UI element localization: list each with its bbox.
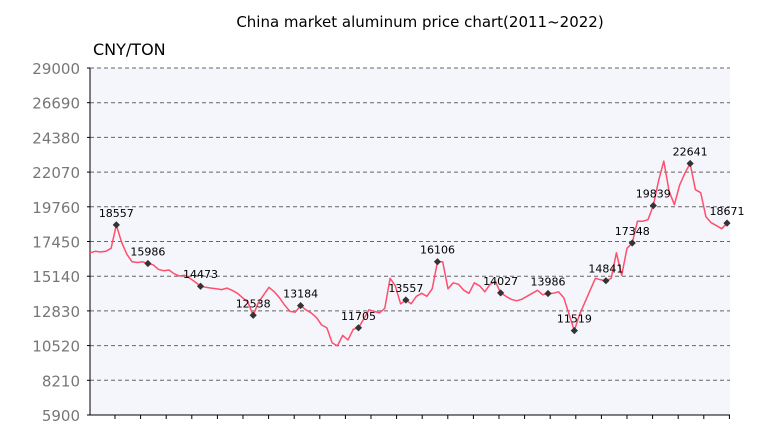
y-tick-label: 8210 xyxy=(42,372,80,390)
y-axis-unit: CNY/TON xyxy=(93,40,166,59)
data-label: 11519 xyxy=(557,313,592,326)
series-group xyxy=(89,160,728,347)
data-label: 14841 xyxy=(588,263,623,276)
data-point-marker xyxy=(686,159,694,168)
data-label: 17348 xyxy=(615,225,650,238)
data-label: 12538 xyxy=(236,297,271,310)
y-tick-label: 12830 xyxy=(32,303,80,321)
price-line xyxy=(89,160,728,347)
data-point-marker xyxy=(144,259,152,268)
y-tick-label: 22070 xyxy=(32,164,80,182)
y-tick-label: 15140 xyxy=(32,268,80,286)
data-label: 14027 xyxy=(483,275,518,288)
data-point-marker xyxy=(723,219,731,227)
data-point-marker xyxy=(196,282,205,290)
gridlines xyxy=(90,67,730,381)
markers-group xyxy=(112,159,731,335)
y-tick-label: 24380 xyxy=(32,129,80,147)
data-point-marker xyxy=(433,258,442,266)
data-label: 16106 xyxy=(420,244,455,257)
y-tick-label: 5900 xyxy=(42,407,80,425)
data-point-marker xyxy=(570,326,578,335)
data-label: 15986 xyxy=(130,245,165,258)
y-axis-ticks: 5900 8210 10520 12830 15140 17450 19760 22070 24… xyxy=(32,60,90,425)
data-label: 19839 xyxy=(636,188,671,201)
data-point-marker xyxy=(112,221,120,229)
data-point-marker xyxy=(296,301,305,310)
x-axis-ticks xyxy=(114,415,730,419)
data-point-marker xyxy=(497,289,505,297)
data-label: 11705 xyxy=(341,310,376,323)
data-labels-group: 18557 15986 14473 12538 13184 11705 13557 16106… xyxy=(99,146,745,326)
data-point-marker xyxy=(628,239,636,247)
data-point-marker xyxy=(249,311,257,319)
data-label: 13184 xyxy=(283,288,318,301)
data-point-marker xyxy=(649,202,657,210)
data-point-marker xyxy=(602,277,610,285)
y-tick-label: 29000 xyxy=(32,60,80,78)
data-label: 18671 xyxy=(710,205,745,218)
data-point-marker xyxy=(544,289,552,298)
data-label: 18557 xyxy=(99,207,134,220)
y-tick-label: 10520 xyxy=(32,338,80,356)
data-label: 14473 xyxy=(183,268,218,281)
y-tick-label: 17450 xyxy=(32,234,80,252)
y-tick-label: 19760 xyxy=(32,199,80,217)
y-tick-label: 26690 xyxy=(32,95,80,113)
chart-title: China market aluminum price chart(2011~2… xyxy=(236,13,603,31)
axes xyxy=(89,68,730,416)
data-label: 13557 xyxy=(388,282,423,295)
data-label: 22641 xyxy=(673,146,708,159)
data-label: 13986 xyxy=(531,276,566,289)
data-point-marker xyxy=(402,296,410,304)
data-point-marker xyxy=(354,324,363,332)
